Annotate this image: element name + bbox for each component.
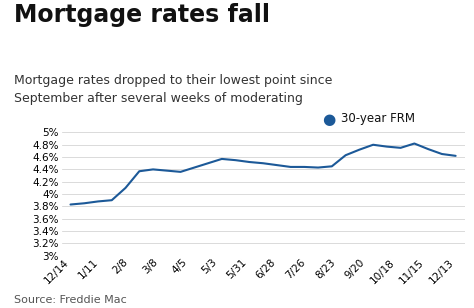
- Text: Mortgage rates fall: Mortgage rates fall: [14, 3, 270, 27]
- Text: Mortgage rates dropped to their lowest point since
September after several weeks: Mortgage rates dropped to their lowest p…: [14, 74, 333, 105]
- Text: 30-year FRM: 30-year FRM: [341, 112, 415, 125]
- Text: Source: Freddie Mac: Source: Freddie Mac: [14, 295, 127, 305]
- Text: ●: ●: [322, 112, 336, 128]
